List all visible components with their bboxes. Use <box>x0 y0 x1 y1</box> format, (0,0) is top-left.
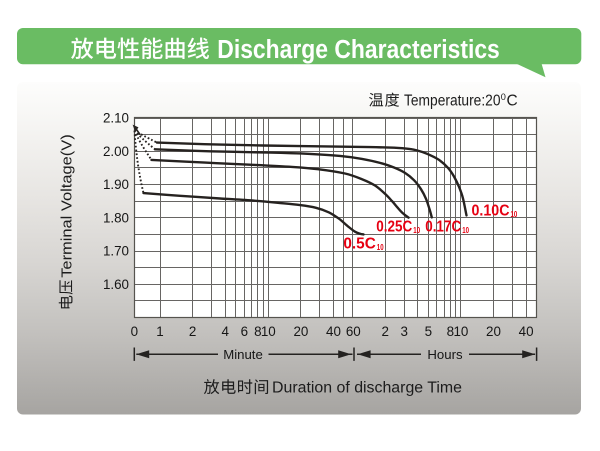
svg-text:10: 10 <box>453 324 468 339</box>
svg-text:1.90: 1.90 <box>103 177 129 192</box>
svg-text:1.80: 1.80 <box>103 210 129 225</box>
svg-text:10: 10 <box>462 226 469 235</box>
svg-text:3: 3 <box>400 324 407 339</box>
svg-text:2: 2 <box>381 324 388 339</box>
svg-text:10: 10 <box>511 210 518 219</box>
svg-text:10: 10 <box>261 324 276 339</box>
svg-text:0: 0 <box>501 92 506 102</box>
svg-text:Minute: Minute <box>223 347 263 362</box>
svg-text:0.25C: 0.25C <box>376 219 412 236</box>
svg-text:1.70: 1.70 <box>103 244 129 259</box>
svg-text:4: 4 <box>221 324 229 339</box>
svg-text:60: 60 <box>346 324 361 339</box>
svg-text:10: 10 <box>377 243 384 252</box>
svg-text:Hours: Hours <box>427 347 463 362</box>
svg-text:1: 1 <box>156 324 163 339</box>
svg-text:0.10C: 0.10C <box>472 203 510 220</box>
svg-text:40: 40 <box>326 324 341 339</box>
svg-text:2: 2 <box>189 324 196 339</box>
svg-text:40: 40 <box>519 324 534 339</box>
svg-text:Temperature:20: Temperature:20 <box>404 93 501 110</box>
svg-text:6: 6 <box>241 324 248 339</box>
svg-text:8: 8 <box>254 324 261 339</box>
svg-text:Discharge Characteristics: Discharge Characteristics <box>217 36 500 64</box>
svg-text:2.00: 2.00 <box>103 144 129 159</box>
svg-text:0.5C: 0.5C <box>343 236 375 253</box>
svg-text:10: 10 <box>413 226 420 235</box>
svg-text:0: 0 <box>131 324 138 339</box>
svg-text:20: 20 <box>486 324 501 339</box>
svg-text:20: 20 <box>293 324 308 339</box>
svg-text:2.10: 2.10 <box>103 111 129 126</box>
svg-text:Terminal Voltage(V): Terminal Voltage(V) <box>60 134 76 278</box>
svg-text:Duration of discharge Time: Duration of discharge Time <box>272 380 462 397</box>
svg-text:C: C <box>507 93 518 110</box>
svg-text:1.60: 1.60 <box>103 277 129 292</box>
svg-text:5: 5 <box>425 324 432 339</box>
svg-text:8: 8 <box>447 324 454 339</box>
svg-text:0.17C: 0.17C <box>425 219 461 236</box>
